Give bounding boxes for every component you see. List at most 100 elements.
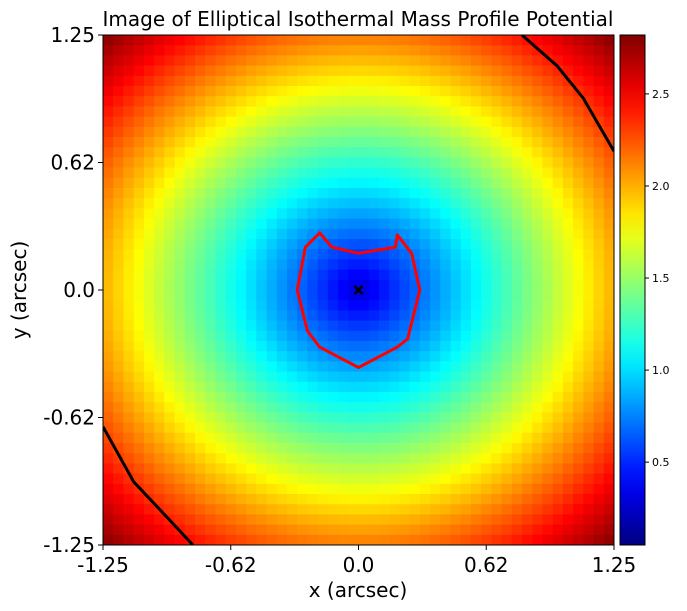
- heatmap-cell: [399, 320, 411, 332]
- heatmap-cell: [358, 504, 370, 515]
- heatmap-cell: [143, 310, 155, 322]
- heatmap-cell: [501, 443, 513, 454]
- heatmap-cell: [440, 137, 452, 148]
- heatmap-cell: [184, 188, 196, 199]
- heatmap-cell: [276, 269, 288, 281]
- heatmap-cell: [297, 392, 308, 403]
- heatmap-cell: [542, 106, 554, 118]
- heatmap-cell: [338, 483, 349, 495]
- heatmap-cell: [276, 157, 288, 169]
- heatmap-cell: [327, 269, 339, 281]
- y-axis-label: y (arcsec): [7, 241, 31, 340]
- heatmap-cell: [133, 310, 145, 322]
- heatmap-cell: [491, 443, 503, 454]
- heatmap-cell: [215, 320, 227, 332]
- heatmap-cell: [440, 116, 452, 128]
- heatmap-cell: [358, 310, 370, 322]
- heatmap-cell: [409, 524, 421, 536]
- heatmap-cell: [399, 188, 411, 199]
- heatmap-cell: [154, 422, 165, 434]
- heatmap-cell: [348, 473, 360, 485]
- heatmap-cell: [409, 228, 421, 240]
- heatmap-cell: [103, 341, 114, 352]
- heatmap-cell: [164, 269, 176, 281]
- heatmap-cell: [522, 310, 533, 322]
- heatmap-cell: [470, 65, 482, 77]
- heatmap-cell: [215, 269, 227, 281]
- heatmap-cell: [378, 249, 390, 260]
- heatmap-cell: [235, 392, 247, 403]
- heatmap-cell: [562, 310, 574, 322]
- heatmap-cell: [143, 167, 155, 179]
- heatmap-cell: [481, 443, 492, 454]
- heatmap-cell: [266, 137, 278, 148]
- heatmap-cell: [276, 351, 288, 362]
- heatmap-cell: [103, 392, 114, 403]
- heatmap-cell: [194, 524, 206, 536]
- heatmap-cell: [338, 300, 349, 311]
- heatmap-cell: [276, 514, 288, 526]
- heatmap-cell: [399, 198, 411, 209]
- heatmap-cell: [450, 310, 462, 322]
- heatmap-cell: [358, 473, 370, 485]
- heatmap-cell: [522, 330, 533, 342]
- heatmap-cell: [174, 279, 186, 291]
- heatmap-cell: [511, 351, 523, 362]
- heatmap-cell: [205, 157, 217, 169]
- heatmap-cell: [338, 269, 349, 281]
- heatmap-cell: [348, 351, 360, 362]
- heatmap-cell: [430, 188, 441, 199]
- heatmap-cell: [348, 310, 360, 322]
- heatmap-cell: [297, 412, 308, 424]
- heatmap-cell: [573, 65, 584, 77]
- heatmap-cell: [491, 269, 503, 281]
- heatmap-cell: [378, 524, 390, 536]
- heatmap-cell: [409, 341, 421, 352]
- heatmap-cell: [246, 269, 257, 281]
- heatmap-cell: [440, 300, 452, 311]
- heatmap-cell: [399, 167, 411, 179]
- heatmap-cell: [430, 35, 441, 46]
- heatmap-cell: [368, 351, 380, 362]
- heatmap-cell: [409, 106, 421, 118]
- heatmap-cell: [256, 45, 268, 56]
- heatmap-cell: [501, 402, 513, 413]
- heatmap-cell: [419, 330, 431, 342]
- heatmap-cell: [378, 341, 390, 352]
- heatmap-cell: [338, 504, 349, 515]
- heatmap-cell: [399, 524, 411, 536]
- heatmap-cell: [368, 228, 380, 240]
- heatmap-cell: [409, 422, 421, 434]
- heatmap-cell: [184, 167, 196, 179]
- heatmap-cell: [266, 402, 278, 413]
- heatmap-cell: [542, 392, 554, 403]
- heatmap-cell: [133, 259, 145, 271]
- heatmap-cell: [113, 116, 125, 128]
- heatmap-cell: [603, 228, 614, 240]
- heatmap-cell: [501, 188, 513, 199]
- heatmap-cell: [154, 228, 165, 240]
- heatmap-cell: [440, 208, 452, 220]
- heatmap-cell: [246, 147, 257, 158]
- heatmap-cell: [225, 412, 237, 424]
- heatmap-cell: [399, 381, 411, 393]
- heatmap-cell: [481, 126, 492, 138]
- heatmap-cell: [470, 96, 482, 107]
- heatmap-cell: [542, 361, 554, 373]
- heatmap-cell: [338, 371, 349, 383]
- heatmap-cell: [552, 167, 564, 179]
- heatmap-cell: [215, 208, 227, 220]
- heatmap-cell: [113, 381, 125, 393]
- heatmap-cell: [583, 228, 595, 240]
- heatmap-cell: [573, 177, 584, 189]
- heatmap-cell: [583, 279, 595, 291]
- heatmap-cell: [286, 483, 298, 495]
- heatmap-cell: [154, 239, 165, 250]
- heatmap-cell: [583, 147, 595, 158]
- heatmap-cell: [164, 188, 176, 199]
- heatmap-cell: [123, 290, 135, 301]
- heatmap-cell: [123, 330, 135, 342]
- heatmap-cell: [154, 361, 165, 373]
- heatmap-cell: [501, 504, 513, 515]
- heatmap-cell: [113, 65, 125, 77]
